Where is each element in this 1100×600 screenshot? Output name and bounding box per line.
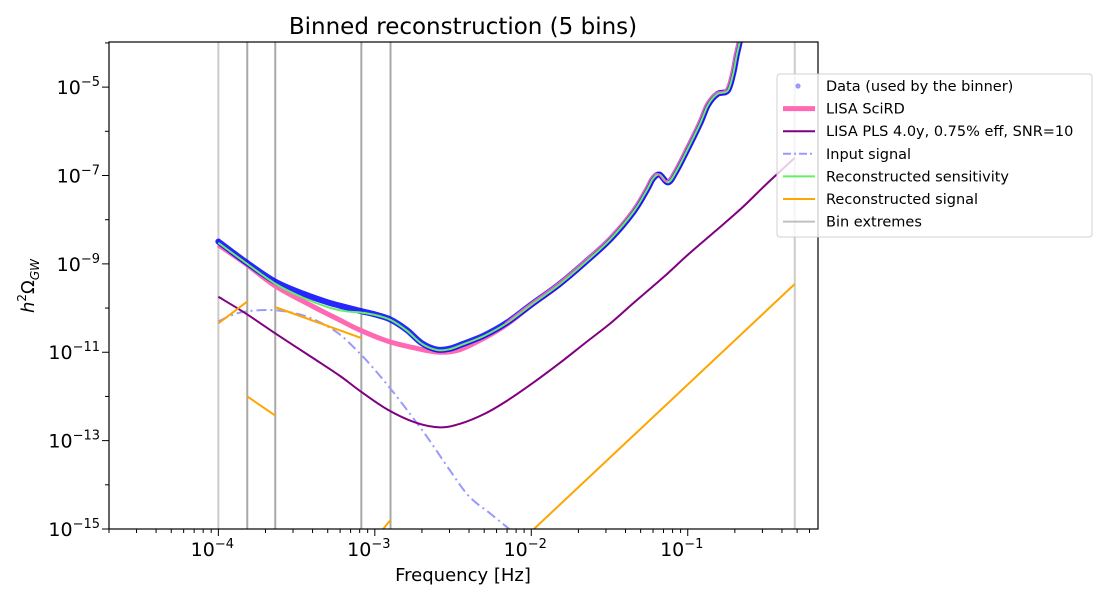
legend-label: Reconstructed signal bbox=[826, 192, 978, 208]
y-tick-label: 10−11 bbox=[48, 340, 100, 364]
series-reconstructed-signal bbox=[533, 283, 796, 529]
legend-item: LISA PLS 4.0y, 0.75% eff, SNR=10 bbox=[783, 124, 1073, 140]
x-axis-label: Frequency [Hz] bbox=[395, 565, 531, 586]
legend-label: LISA PLS 4.0y, 0.75% eff, SNR=10 bbox=[826, 124, 1073, 140]
curves bbox=[215, 42, 796, 529]
legend-item: Reconstructed signal bbox=[783, 192, 978, 208]
y-tick-label: 10−5 bbox=[57, 75, 100, 99]
legend-label: Bin extremes bbox=[826, 215, 922, 231]
x-tick-label: 10−3 bbox=[347, 537, 390, 561]
legend-label: Reconstructed sensitivity bbox=[826, 169, 1009, 185]
series-reconstructed-signal bbox=[217, 300, 248, 325]
y-axis: 10−5 10−7 10−9 10−11 10−13 10−15 bbox=[48, 42, 109, 541]
legend-marker bbox=[795, 83, 801, 89]
legend-label: Input signal bbox=[826, 147, 911, 163]
legend-item: Data (used by the binner) bbox=[795, 79, 1013, 95]
y-tick-label: 10−7 bbox=[57, 163, 100, 187]
series-lisa-scird bbox=[216, 42, 743, 355]
series-reconstructed-sensitivity bbox=[217, 42, 741, 352]
series-reconstructed-signal bbox=[382, 519, 392, 529]
y-tick-label: 10−13 bbox=[48, 429, 100, 453]
series-data-points bbox=[215, 42, 743, 353]
legend-item: Reconstructed sensitivity bbox=[783, 169, 1009, 185]
x-tick-label: 10−4 bbox=[191, 537, 234, 561]
y-tick-label: 10−9 bbox=[57, 252, 100, 276]
plot-frame bbox=[108, 41, 819, 530]
legend-label: Data (used by the binner) bbox=[826, 79, 1013, 95]
y-tick-label: 10−15 bbox=[48, 517, 100, 541]
series-lisa-scird-edge bbox=[504, 42, 739, 324]
legend-item: LISA SciRD bbox=[783, 102, 905, 118]
x-axis: 10−4 10−3 10−2 10−1 bbox=[108, 529, 810, 561]
chart-title: Binned reconstruction (5 bins) bbox=[289, 14, 637, 40]
plot-area bbox=[108, 41, 819, 530]
series-lisa-pls bbox=[217, 157, 796, 429]
x-tick-label: 10−1 bbox=[660, 537, 703, 561]
series-reconstructed-signal bbox=[274, 306, 362, 339]
series-reconstructed-signal bbox=[246, 395, 276, 417]
x-tick-label: 10−2 bbox=[504, 537, 547, 561]
legend-frame bbox=[776, 73, 1093, 238]
legend-item: Bin extremes bbox=[783, 215, 922, 231]
legend-item: Input signal bbox=[783, 147, 911, 163]
y-axis-label: h2ΩGW bbox=[15, 258, 42, 313]
legend: Data (used by the binner) LISA SciRD LISA … bbox=[776, 73, 1093, 238]
legend-label: LISA SciRD bbox=[826, 102, 905, 118]
bin-extremes bbox=[217, 42, 796, 529]
